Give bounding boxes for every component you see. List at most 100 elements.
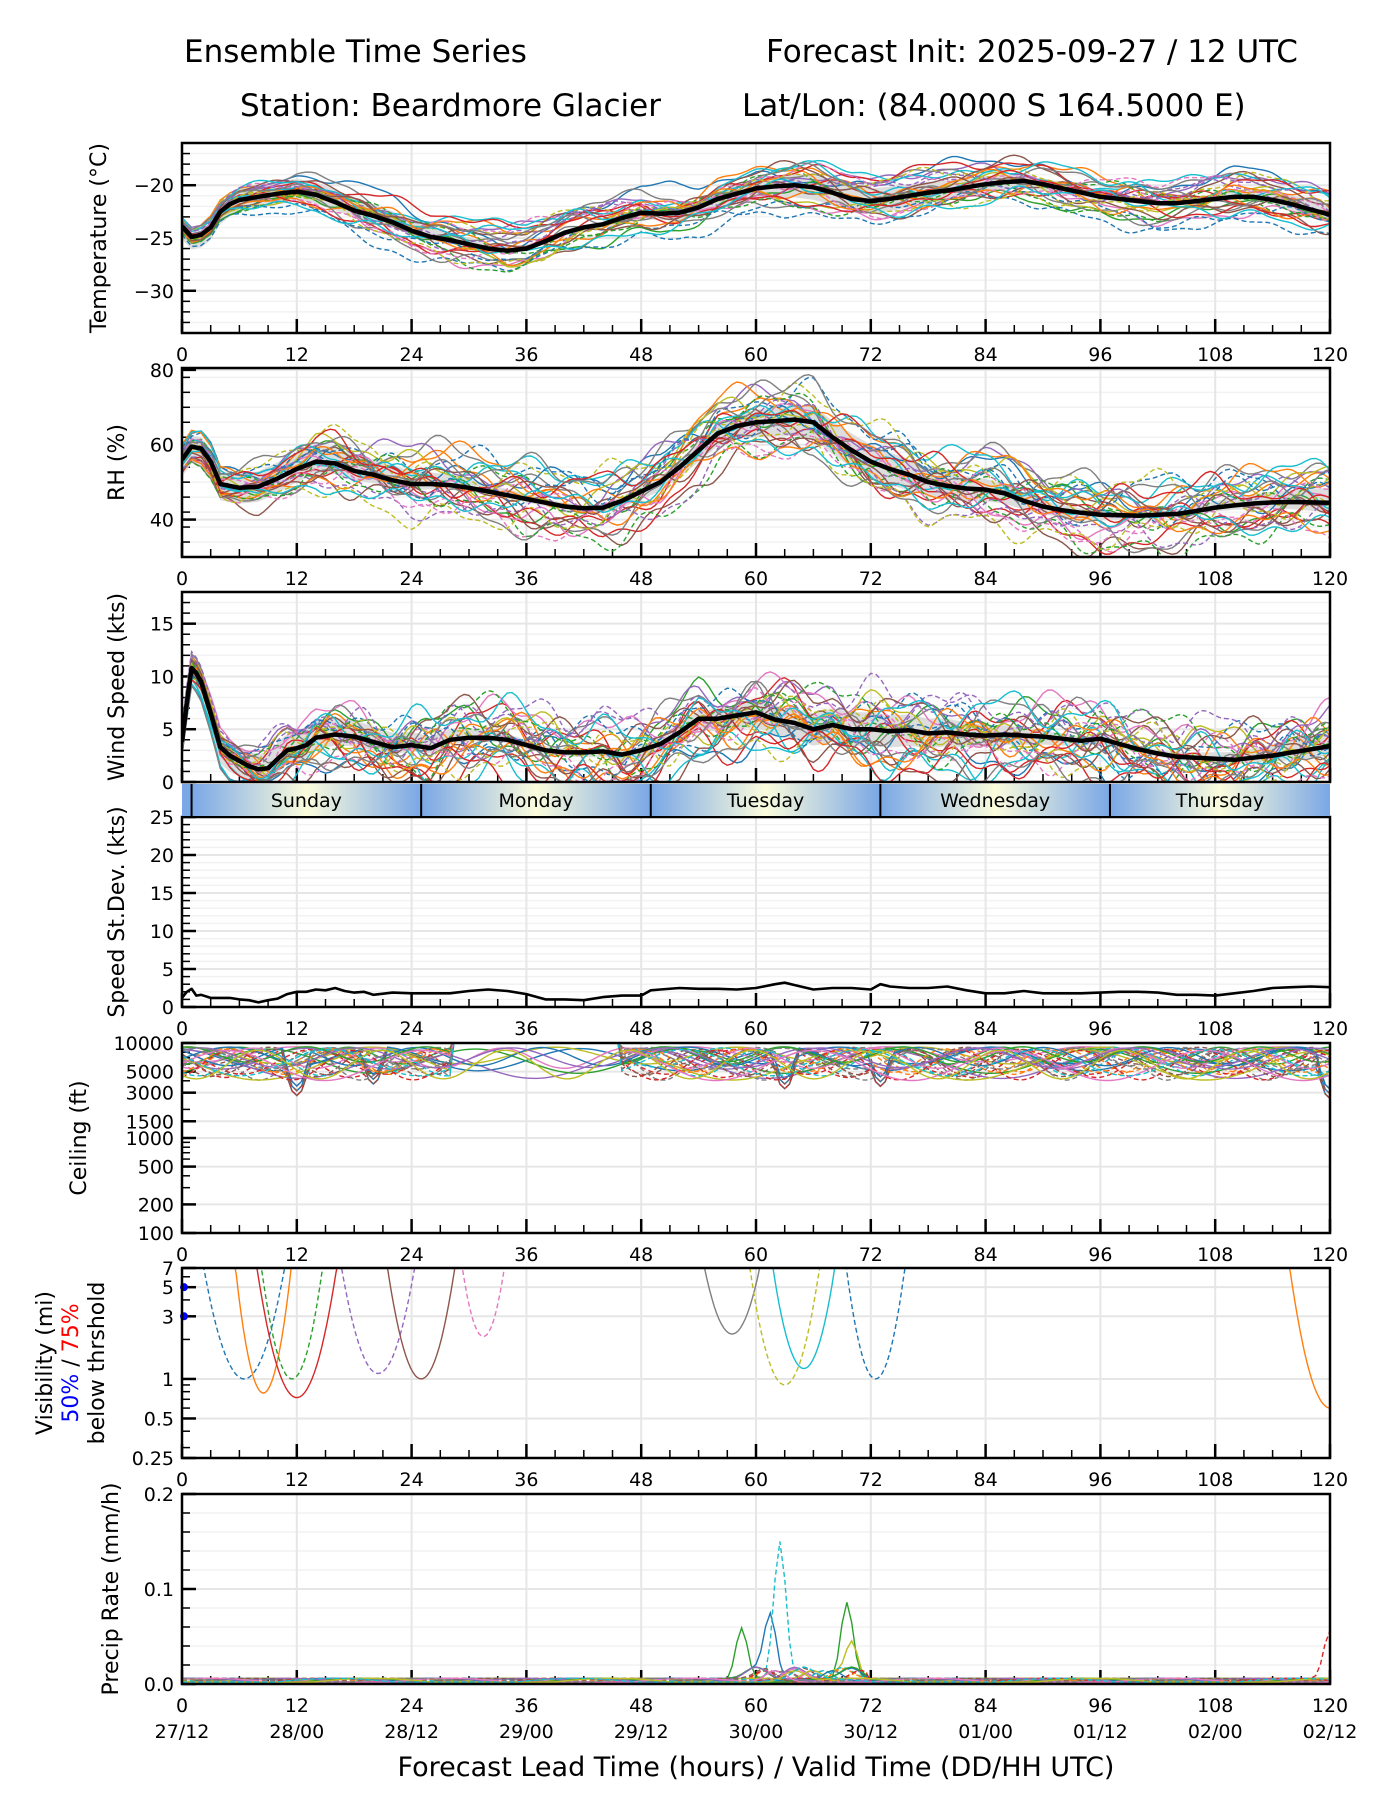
ensemble-mean-line	[182, 665, 1330, 772]
ensemble-member-line	[182, 191, 1330, 262]
ensemble-member-line	[182, 435, 1330, 553]
x-tick-label: 72	[859, 1695, 883, 1717]
x-tick-label: 120	[1312, 1244, 1348, 1266]
ensemble-member-line	[182, 1043, 1330, 1081]
ensemble-member-line	[182, 178, 1330, 265]
chart-title: Ensemble Time Series	[184, 34, 527, 70]
y-tick-label: 0.0	[144, 1674, 174, 1696]
x-tick-label: 72	[859, 1018, 883, 1040]
ensemble-member-line	[182, 184, 1330, 272]
y-tick-label: 5	[162, 719, 174, 741]
ensemble-member-line	[182, 161, 1330, 236]
y-tick-label: 10	[150, 921, 174, 943]
plot-frame	[180, 1492, 1332, 1686]
x-tick-label: 96	[1088, 1244, 1112, 1266]
y-tick-label: 60	[150, 435, 174, 457]
day-label: Wednesday	[940, 790, 1050, 812]
ensemble-member-line	[182, 392, 1330, 531]
ensemble-member-line	[845, 1268, 906, 1380]
ensemble-member-line	[182, 1669, 1330, 1683]
y-tick-label: 100	[138, 1223, 174, 1245]
x-tick-label: 72	[859, 1469, 883, 1491]
ensemble-mean-line	[182, 417, 1330, 519]
y-tick-label: 7	[162, 1258, 174, 1280]
x-tick-label-valid-time: 02/00	[1188, 1721, 1243, 1743]
x-tick-label: 48	[629, 344, 653, 366]
ensemble-member-line	[772, 1268, 836, 1370]
x-tick-label: 36	[514, 1469, 538, 1491]
ensemble-member-line	[386, 1268, 456, 1380]
x-tick-label: 60	[744, 1244, 768, 1266]
x-tick-label: 108	[1197, 1244, 1233, 1266]
x-tick-label: 36	[514, 344, 538, 366]
y-tick-label: 0.1	[144, 1579, 174, 1601]
x-tick-label: 60	[744, 344, 768, 366]
x-tick-label: 36	[514, 1244, 538, 1266]
label-75pct: 75%	[59, 1303, 84, 1352]
day-label: Sunday	[271, 790, 342, 812]
x-axis-label: Forecast Lead Time (hours) / Valid Time …	[398, 1752, 1115, 1783]
forecast-init: Forecast Init: 2025-09-27 / 12 UTC	[766, 34, 1298, 70]
x-tick-label: 24	[400, 344, 424, 366]
plot-frame	[180, 1041, 1332, 1235]
y-tick-label: 10	[150, 666, 174, 688]
ensemble-member-line	[182, 1043, 1330, 1081]
ensemble-member-line	[749, 1268, 821, 1386]
plot-frame	[180, 1266, 1332, 1460]
y-axis-label-threshold: 50% / 75%	[59, 1303, 84, 1422]
ensemble-member-line	[182, 382, 1330, 507]
y-tick-label: 1	[162, 1369, 174, 1391]
y-axis-label: Visibility (mi)	[33, 1291, 58, 1435]
day-label: Thursday	[1175, 790, 1264, 812]
ensemble-member-line	[260, 1268, 324, 1380]
x-tick-label: 48	[629, 1469, 653, 1491]
x-tick-label: 72	[859, 1244, 883, 1266]
x-tick-label: 36	[514, 1018, 538, 1040]
x-tick-label: 96	[1088, 344, 1112, 366]
y-tick-label: 10000	[114, 1033, 174, 1055]
x-tick-label-valid-time: 29/12	[614, 1721, 669, 1743]
day-segment	[421, 784, 651, 816]
ensemble-member-line	[182, 162, 1330, 241]
ensemble-member-line	[182, 1043, 1330, 1077]
x-tick-label: 108	[1197, 1469, 1233, 1491]
x-tick-label: 120	[1312, 344, 1348, 366]
x-tick-label: 108	[1197, 1695, 1233, 1717]
ensemble-member-line	[182, 1669, 1330, 1683]
ensemble-member-line	[182, 433, 1330, 544]
ensemble-member-line	[182, 662, 1330, 782]
label-separator: /	[59, 1352, 84, 1373]
plot-frame	[180, 366, 1332, 559]
panel-temperature: −30 −25 −20 0 12 24 36 48 60 72 84 96 108 120 Temperat…	[87, 141, 1348, 366]
stddev-line	[182, 981, 1330, 1004]
y-tick-label: 5	[162, 959, 174, 981]
x-tick-label: 72	[859, 344, 883, 366]
ensemble-member-line	[234, 1268, 292, 1394]
x-tick-label: 12	[285, 1695, 309, 1717]
y-tick-label: 0	[162, 772, 174, 794]
y-tick-label: 0.2	[144, 1484, 174, 1506]
ensemble-member-line	[182, 409, 1330, 515]
x-tick-label: 12	[285, 568, 309, 590]
x-tick-label-valid-time: 01/00	[958, 1721, 1013, 1743]
station-latlon: Lat/Lon: (84.0000 S 164.5000 E)	[742, 88, 1246, 124]
x-tick-label-valid-time: 02/12	[1303, 1721, 1358, 1743]
plot-frame	[180, 590, 1332, 784]
x-tick-label: 96	[1088, 1469, 1112, 1491]
panel-rh: 40 60 80 0 12 24 36 48 60 72 84 96 108 120 RH (%)	[105, 360, 1348, 590]
x-tick-label: 108	[1197, 1018, 1233, 1040]
ensemble-member-line	[182, 439, 1330, 535]
plot-frame	[180, 815, 1332, 1009]
x-tick-label: 24	[400, 1469, 424, 1491]
ensemble-member-line	[182, 171, 1330, 245]
day-segment	[191, 784, 422, 816]
ensemble-member-line	[256, 1268, 338, 1399]
y-tick-label: 15	[150, 883, 174, 905]
ensemble-member-line	[182, 1043, 1330, 1070]
x-tick-label-valid-time: 28/00	[269, 1721, 324, 1743]
ensemble-member-line	[182, 658, 1330, 777]
plot-area	[182, 373, 1330, 557]
x-tick-label: 72	[859, 568, 883, 590]
